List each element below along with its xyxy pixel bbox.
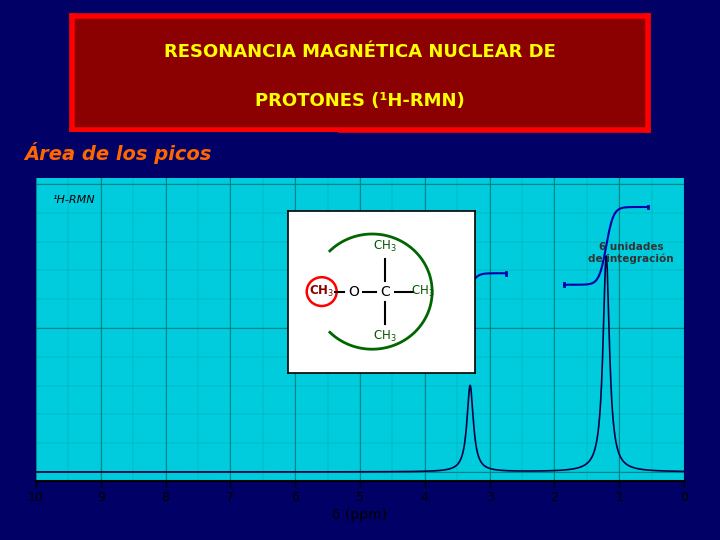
Text: 6 unidades
de integración: 6 unidades de integración [588,242,674,264]
Text: O: O [348,285,359,299]
Text: Área de los picos: Área de los picos [24,142,212,164]
Text: C: C [380,285,390,299]
Text: ¹H-RMN: ¹H-RMN [53,195,95,206]
X-axis label: δ (ppm): δ (ppm) [333,508,387,522]
Text: CH$_3$: CH$_3$ [309,284,334,299]
Text: RESONANCIA MAGNÉTICA NUCLEAR DE: RESONANCIA MAGNÉTICA NUCLEAR DE [164,44,556,62]
Text: 2 unidades
de integración: 2 unidades de integración [372,293,468,364]
Text: CH$_3$: CH$_3$ [374,329,397,344]
Text: CH$_3$: CH$_3$ [374,239,397,254]
Text: PROTONES (¹H-RMN): PROTONES (¹H-RMN) [255,92,465,110]
Text: CH$_3$: CH$_3$ [411,284,435,299]
